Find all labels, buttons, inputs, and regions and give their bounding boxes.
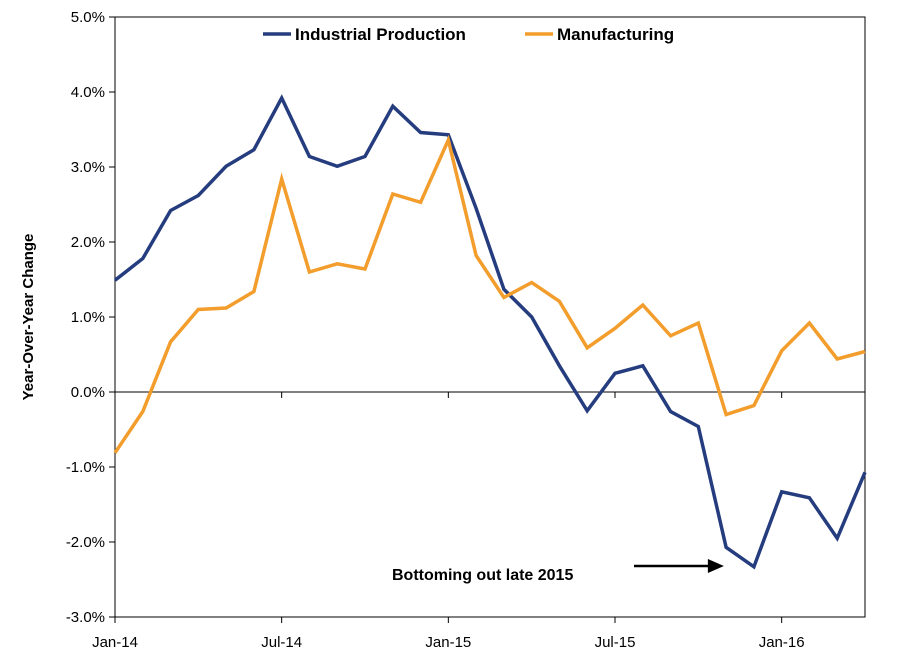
series-line-industrial-production (113, 94, 867, 570)
annotation-arrow-head (707, 559, 724, 573)
y-tick-label: -1.0% (66, 459, 105, 476)
x-tick-label: Jan-16 (759, 634, 805, 651)
y-tick-label: -2.0% (66, 534, 105, 551)
legend: Industrial Production Manufacturing (263, 25, 674, 44)
x-tick-label: Jan-15 (425, 634, 471, 651)
y-tick-label: -3.0% (66, 609, 105, 626)
series-line-manufacturing (113, 134, 866, 454)
plot-frame (114, 16, 866, 618)
y-tick-label: 3.0% (71, 159, 105, 176)
y-tick-label: 4.0% (71, 84, 105, 101)
x-tick-label: Jul-15 (595, 634, 636, 651)
x-axis-ticks: Jan-14 Jul-14 Jan-15 Jul-15 Jan-16 (92, 392, 805, 651)
y-axis-title: Year-Over-Year Change (20, 234, 37, 401)
y-axis-ticks: -3.0% -2.0% -1.0% 0.0% 1.0% 2.0% 3.0% 4.0% 5.0% (66, 9, 115, 626)
y-tick-label: 2.0% (71, 234, 105, 251)
legend-label-industrial-production: Industrial Production (295, 25, 466, 44)
x-tick-label: Jul-14 (261, 634, 302, 651)
y-tick-label: 0.0% (71, 384, 105, 401)
y-tick-label: 5.0% (71, 9, 105, 26)
series-lines (113, 94, 867, 570)
legend-label-manufacturing: Manufacturing (557, 25, 674, 44)
annotation-text: Bottoming out late 2015 (392, 567, 573, 584)
y-tick-label: 1.0% (71, 309, 105, 326)
plot-border (114, 16, 866, 618)
x-tick-label: Jan-14 (92, 634, 138, 651)
annotation: Bottoming out late 2015 (392, 559, 724, 584)
